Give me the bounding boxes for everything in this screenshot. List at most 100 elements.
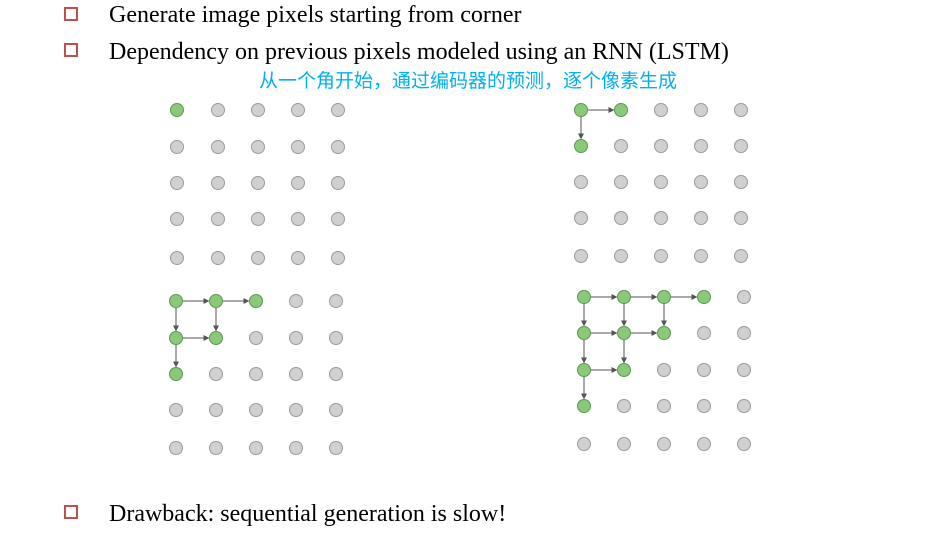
pixel-pending xyxy=(737,363,751,377)
bullet-text-2: Dependency on previous pixels modeled us… xyxy=(109,39,729,65)
pixel-pending xyxy=(331,212,345,226)
pixel-pending xyxy=(697,326,711,340)
pixel-pending xyxy=(331,176,345,190)
pixel-pending xyxy=(614,139,628,153)
pixel-pending xyxy=(170,176,184,190)
grid-step-2 xyxy=(574,103,748,263)
pixel-pending xyxy=(734,249,748,263)
pixel-generated xyxy=(577,399,591,413)
pixel-pending xyxy=(329,294,343,308)
pixel-pending xyxy=(331,251,345,265)
pixel-pending xyxy=(654,139,668,153)
pixel-pending xyxy=(657,363,671,377)
pixel-generated xyxy=(657,326,671,340)
pixel-pending xyxy=(169,441,183,455)
grid-step-1 xyxy=(170,103,345,265)
pixel-generated xyxy=(577,326,591,340)
pixel-pending xyxy=(209,441,223,455)
pixel-pending xyxy=(289,294,303,308)
pixel-pending xyxy=(170,140,184,154)
pixel-pending xyxy=(291,212,305,226)
pixel-pending xyxy=(734,139,748,153)
pixel-pending xyxy=(251,251,265,265)
pixel-pending xyxy=(734,211,748,225)
pixel-pending xyxy=(329,403,343,417)
pixel-generated xyxy=(697,290,711,304)
pixel-pending xyxy=(289,403,303,417)
pixel-pending xyxy=(694,249,708,263)
pixel-pending xyxy=(211,251,225,265)
pixel-pending xyxy=(251,103,265,117)
pixel-generated xyxy=(617,290,631,304)
grid-step-4 xyxy=(577,290,751,451)
pixel-pending xyxy=(694,139,708,153)
pixel-pending xyxy=(211,176,225,190)
pixel-pending xyxy=(331,103,345,117)
pixel-pending xyxy=(170,212,184,226)
subtitle-chinese: 从一个角开始，通过编码器的预测，逐个像素生成 xyxy=(258,70,677,92)
pixel-generated xyxy=(577,363,591,377)
pixel-pending xyxy=(251,176,265,190)
pixel-pending xyxy=(654,103,668,117)
pixel-pending xyxy=(211,140,225,154)
pixel-pending xyxy=(617,437,631,451)
pixel-pending xyxy=(734,103,748,117)
pixel-pending xyxy=(694,103,708,117)
pixel-pending xyxy=(577,437,591,451)
pixel-generated xyxy=(577,290,591,304)
pixel-pending xyxy=(249,331,263,345)
pixel-pending xyxy=(251,140,265,154)
bullet-box-1 xyxy=(64,7,78,21)
pixel-pending xyxy=(614,175,628,189)
pixel-pending xyxy=(209,403,223,417)
pixel-generated xyxy=(169,294,183,308)
pixel-pending xyxy=(737,290,751,304)
pixel-pending xyxy=(657,399,671,413)
pixel-generated xyxy=(249,294,263,308)
pixel-pending xyxy=(694,211,708,225)
pixel-pending xyxy=(291,140,305,154)
pixel-pending xyxy=(614,211,628,225)
pixel-pending xyxy=(574,249,588,263)
pixel-pending xyxy=(694,175,708,189)
pixel-pending xyxy=(617,399,631,413)
pixel-pending xyxy=(737,326,751,340)
pixel-generated xyxy=(170,103,184,117)
pixel-pending xyxy=(291,251,305,265)
pixel-pending xyxy=(737,399,751,413)
pixel-pending xyxy=(249,367,263,381)
pixel-generated xyxy=(209,331,223,345)
bullet-text-1: Generate image pixels starting from corn… xyxy=(109,2,522,28)
pixel-pending xyxy=(657,437,671,451)
pixel-generated xyxy=(169,331,183,345)
pixel-pending xyxy=(209,367,223,381)
pixel-pending xyxy=(654,175,668,189)
pixel-pending xyxy=(170,251,184,265)
pixel-pending xyxy=(169,403,183,417)
pixel-pending xyxy=(291,176,305,190)
bullet-text-3: Drawback: sequential generation is slow! xyxy=(109,501,507,527)
pixel-generated xyxy=(209,294,223,308)
pixel-generated xyxy=(574,139,588,153)
pixel-pending xyxy=(329,441,343,455)
pixel-pending xyxy=(249,441,263,455)
pixel-pending xyxy=(329,331,343,345)
pixel-pending xyxy=(291,103,305,117)
pixel-pending xyxy=(697,363,711,377)
pixel-pending xyxy=(697,437,711,451)
pixel-pending xyxy=(737,437,751,451)
pixel-pending xyxy=(289,367,303,381)
pixel-pending xyxy=(654,211,668,225)
pixel-generated xyxy=(169,367,183,381)
pixel-pending xyxy=(211,103,225,117)
pixel-pending xyxy=(574,175,588,189)
pixel-generated xyxy=(617,363,631,377)
pixel-generated xyxy=(614,103,628,117)
pixel-generated xyxy=(617,326,631,340)
pixel-pending xyxy=(251,212,265,226)
pixel-pending xyxy=(614,249,628,263)
pixel-pending xyxy=(654,249,668,263)
pixel-pending xyxy=(289,441,303,455)
